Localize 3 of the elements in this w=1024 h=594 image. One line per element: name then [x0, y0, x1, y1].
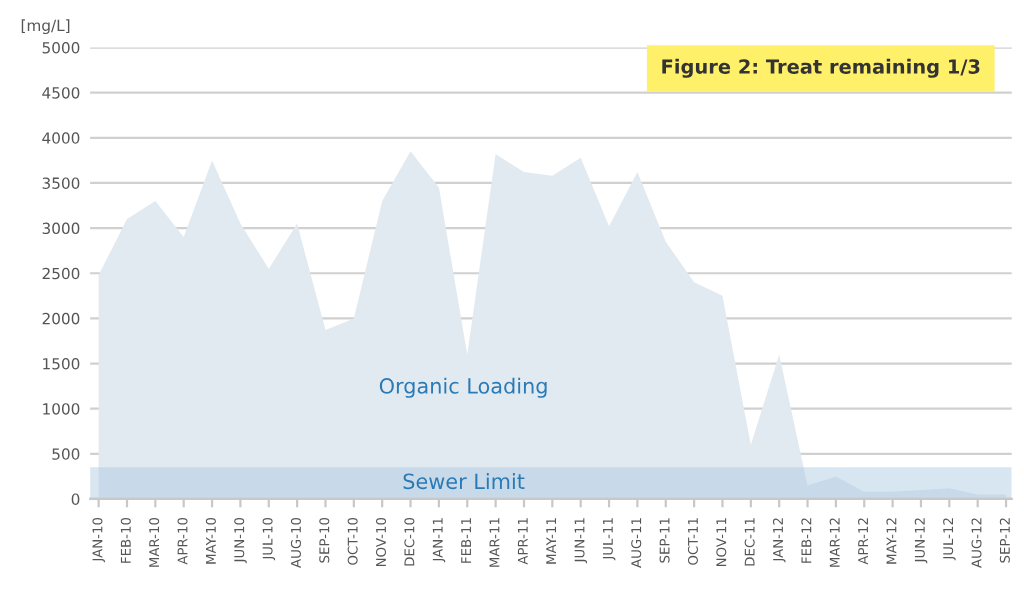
- series-label: Organic Loading: [379, 377, 547, 398]
- text: Figure 2: Treat remaining 1/3: [662, 58, 980, 78]
- band-label: Sewer Limit: [403, 473, 525, 490]
